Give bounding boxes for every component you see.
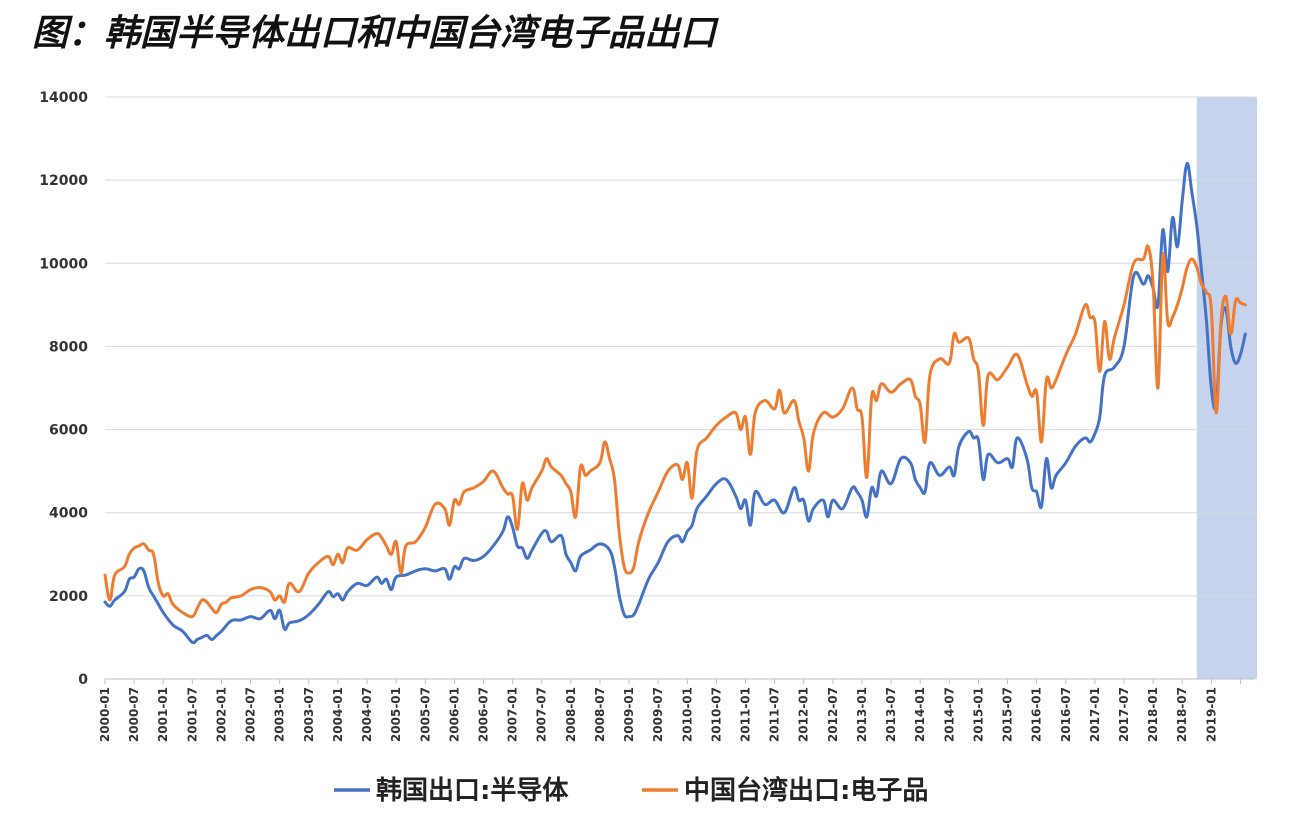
x-tick-label: 2003-07	[302, 687, 316, 742]
y-tick-label: 2000	[49, 589, 88, 605]
x-tick-label: 2010-01	[680, 687, 694, 742]
x-tick-label: 2017-07	[1117, 687, 1131, 742]
legend-label-1: 韩国出口:半导体	[376, 776, 569, 806]
y-tick-label: 6000	[49, 423, 88, 439]
x-tick-label: 2001-01	[156, 687, 170, 742]
x-tick-label: 2013-07	[884, 687, 898, 742]
x-tick-label: 2017-01	[1088, 687, 1102, 742]
x-tick-label: 2006-07	[476, 687, 490, 742]
x-tick-label: 2010-07	[709, 687, 723, 742]
y-tick-label: 8000	[49, 339, 88, 355]
shaded-region	[1196, 97, 1257, 679]
series-layer	[103, 161, 1247, 645]
x-tick-label: 2009-07	[651, 687, 665, 742]
x-tick-label: 2005-07	[418, 687, 432, 742]
shaded-region-layer	[1196, 97, 1257, 679]
legend-label-2: 中国台湾出口:电子品	[684, 775, 928, 806]
x-tick-label: 2014-07	[942, 687, 956, 742]
x-tick-label: 2012-07	[826, 687, 840, 742]
x-tick-label: 2001-07	[185, 687, 199, 742]
y-tick-label: 10000	[39, 256, 88, 272]
page-title: 图：韩国半导体出口和中国台湾电子品出口	[32, 12, 717, 54]
x-tick-label: 2004-01	[331, 687, 345, 742]
legend: 韩国出口:半导体 中国台湾出口:电子品	[334, 775, 928, 806]
x-tick-label: 2013-01	[855, 687, 869, 742]
gridlines	[105, 96, 1255, 597]
x-tick-label: 2009-01	[622, 687, 636, 742]
x-tick-label: 2006-01	[447, 687, 461, 742]
x-tick-label: 2012-01	[797, 687, 811, 742]
x-tick-label: 2008-07	[593, 687, 607, 742]
series-line-1	[103, 161, 1247, 645]
x-tick-label: 2007-07	[535, 687, 549, 742]
x-tick-label: 2018-01	[1146, 687, 1160, 742]
y-tick-label: 0	[78, 672, 88, 688]
x-tick-label: 2011-07	[768, 687, 782, 742]
x-tick-label: 2008-01	[564, 687, 578, 742]
x-tick-label: 2015-07	[1001, 687, 1015, 742]
x-tick-label: 2019-01	[1204, 687, 1218, 742]
x-tick-label: 2016-01	[1030, 687, 1044, 742]
x-tick-label: 2003-01	[273, 687, 287, 742]
y-tick-label: 4000	[49, 506, 88, 522]
series-line-2	[103, 244, 1247, 619]
x-tick-label: 2011-01	[739, 687, 753, 742]
x-tick-label: 2000-07	[127, 687, 141, 742]
y-tick-label: 12000	[39, 173, 88, 189]
x-tick-label: 2014-01	[913, 687, 927, 742]
x-tick-label: 2002-07	[244, 687, 258, 742]
x-tick-label: 2016-07	[1059, 687, 1073, 742]
x-tick-label: 2018-07	[1175, 687, 1189, 742]
y-axis: 0 2000 4000 6000 8000 10000 12000 14000	[39, 90, 88, 688]
x-tick-label: 2004-07	[360, 687, 374, 742]
y-tick-label: 14000	[39, 90, 88, 106]
x-tick-label: 2005-01	[389, 687, 403, 742]
x-tick-label: 2015-01	[971, 687, 985, 742]
x-axis: 2000-01 2000-07 2001-01 2001-07 2002-01 2002-…	[98, 678, 1255, 742]
x-tick-label: 2002-01	[214, 687, 228, 742]
x-tick-label: 2007-01	[506, 687, 520, 742]
x-tick-label: 2000-01	[98, 687, 112, 742]
